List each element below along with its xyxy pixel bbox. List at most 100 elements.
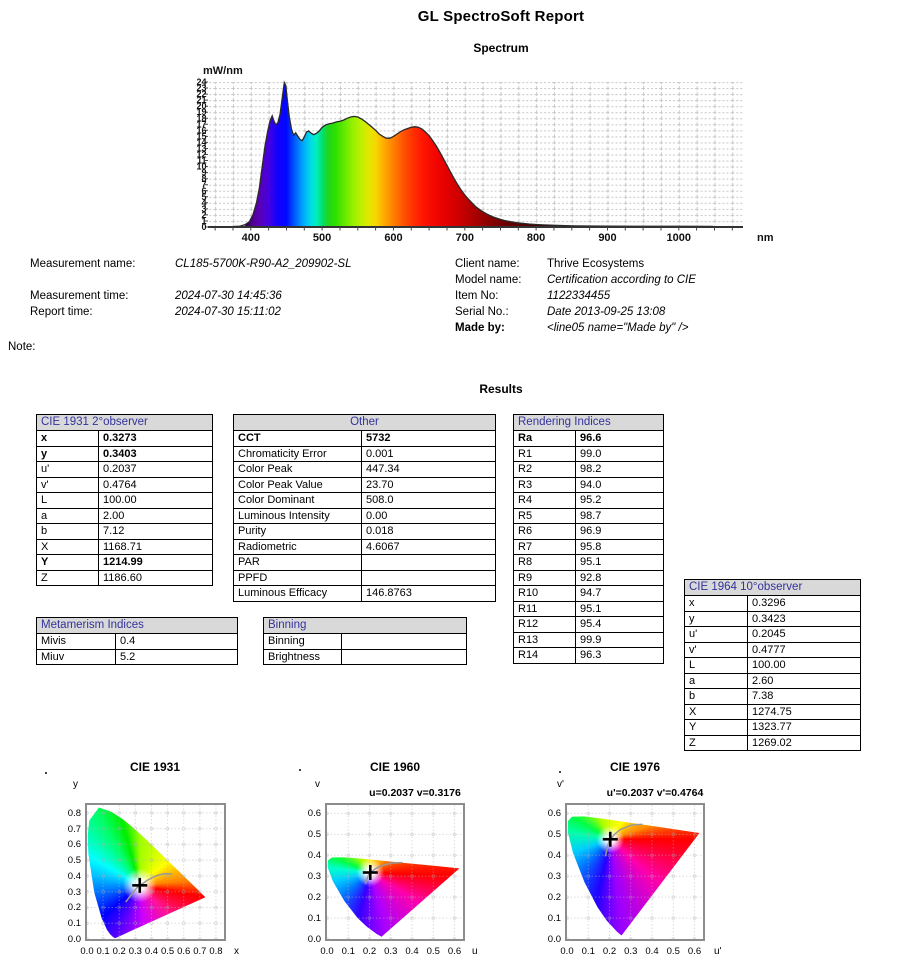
cie1976-grid bbox=[567, 805, 703, 939]
y-tick-label: 0.5 bbox=[307, 829, 321, 841]
x-tick-label: 0.1 bbox=[341, 946, 355, 957]
results-heading-wrap: Results bbox=[96, 380, 906, 398]
x-tick-label: 0.0 bbox=[560, 946, 574, 957]
svg-text:14: 14 bbox=[196, 137, 206, 147]
svg-text:3: 3 bbox=[201, 204, 206, 214]
y-tick-label: 0.1 bbox=[547, 913, 561, 925]
spectrum-heading-wrap: Spectrum bbox=[96, 39, 906, 57]
artifact-dot bbox=[559, 771, 561, 773]
svg-text:400: 400 bbox=[242, 232, 260, 244]
table-row: v' 0.4764 bbox=[36, 476, 213, 493]
table-row: y 0.3423 bbox=[684, 610, 861, 627]
metadata-row: Report time: 2024-07-30 15:11:02 Serial … bbox=[30, 304, 896, 320]
metadata-block: Measurement name: CL185-5700K-R90-A2_209… bbox=[30, 256, 896, 336]
y-tick-label: 0.8 bbox=[67, 807, 81, 819]
spectrum-area-fill bbox=[245, 82, 565, 227]
table-row: R8 95.1 bbox=[513, 554, 664, 571]
table-row: Z 1186.60 bbox=[36, 569, 213, 586]
table-row: R9 92.8 bbox=[513, 569, 664, 586]
table-other: Other CCT 5732 Chromaticity Error 0.001 Color… bbox=[233, 414, 496, 602]
table-row: b 7.38 bbox=[684, 688, 861, 705]
svg-text:20: 20 bbox=[196, 101, 206, 111]
artifact-dot bbox=[45, 772, 47, 774]
y-tick-label: 0.2 bbox=[547, 892, 561, 904]
table-row: Purity 0.018 bbox=[233, 523, 496, 540]
table-row: R13 99.9 bbox=[513, 631, 664, 648]
svg-text:4: 4 bbox=[201, 198, 206, 208]
meta-value: Date 2013-09-25 13:08 bbox=[547, 306, 666, 318]
cie1976-diagram bbox=[565, 803, 705, 941]
meta-label: Model name: bbox=[455, 274, 522, 286]
svg-text:900: 900 bbox=[598, 232, 616, 244]
meta-label: Serial No.: bbox=[455, 306, 509, 318]
svg-text:16: 16 bbox=[196, 125, 206, 135]
meta-label: Made by: bbox=[455, 322, 505, 334]
table-row: Luminous Efficacy 146.8763 bbox=[233, 585, 496, 602]
svg-text:2: 2 bbox=[201, 210, 206, 220]
table-row: X 1168.71 bbox=[36, 538, 213, 555]
svg-text:0: 0 bbox=[201, 222, 206, 232]
svg-text:1: 1 bbox=[201, 216, 206, 226]
table-row: Chromaticity Error 0.001 bbox=[233, 445, 496, 462]
svg-text:500: 500 bbox=[313, 232, 331, 244]
svg-text:10: 10 bbox=[196, 162, 206, 172]
y-tick-label: 0.0 bbox=[307, 934, 321, 945]
table-row: Miuv 5.2 bbox=[36, 648, 238, 665]
y-tick-label: 0.5 bbox=[547, 829, 561, 841]
svg-text:7: 7 bbox=[201, 180, 206, 190]
table-row: Color Peak 447.34 bbox=[233, 461, 496, 478]
x-tick-label: 0.8 bbox=[209, 946, 223, 957]
table-header: CIE 1931 2°observer bbox=[36, 414, 213, 431]
meta-label: Report time: bbox=[30, 306, 93, 318]
cie1931-x-axis-label: x bbox=[234, 946, 239, 957]
table-row: Y 1214.99 bbox=[36, 554, 213, 571]
table-row: v' 0.4777 bbox=[684, 641, 861, 658]
svg-text:21: 21 bbox=[196, 95, 206, 105]
table-row: CCT 5732 bbox=[233, 430, 496, 447]
measured-point-marker bbox=[362, 865, 378, 881]
y-tick-label: 0.2 bbox=[67, 902, 81, 914]
table-row: L 100.00 bbox=[36, 492, 213, 509]
table-row: Ra 96.6 bbox=[513, 430, 664, 447]
svg-text:8: 8 bbox=[201, 174, 206, 184]
y-tick-label: 0.6 bbox=[547, 808, 561, 820]
table-row: Z 1269.02 bbox=[684, 734, 861, 751]
table-row: R7 95.8 bbox=[513, 538, 664, 555]
cie1931-y-axis-label: y bbox=[73, 779, 78, 790]
metadata-row: Measurement name: CL185-5700K-R90-A2_209… bbox=[30, 256, 896, 272]
x-tick-label: 0.0 bbox=[320, 946, 334, 957]
table-row: R5 98.7 bbox=[513, 507, 664, 524]
cie1976-x-axis-label: u' bbox=[714, 946, 722, 957]
svg-text:15: 15 bbox=[196, 131, 206, 141]
spectrum-chart: mW/nm 0123456789101112131415161718192021… bbox=[196, 65, 773, 244]
planckian-locus bbox=[604, 823, 643, 857]
measured-point-marker bbox=[132, 877, 148, 893]
measured-point-marker bbox=[602, 831, 618, 847]
spectrum-curve bbox=[215, 80, 714, 228]
table-row: u' 0.2045 bbox=[684, 626, 861, 643]
table-header: Metamerism Indices bbox=[36, 617, 238, 634]
table-cie1931-2deg: CIE 1931 2°observer x 0.3273 y 0.3403 u' 0.203… bbox=[36, 414, 213, 586]
x-tick-label: 0.6 bbox=[687, 946, 702, 957]
table-row: R14 96.3 bbox=[513, 647, 664, 664]
note-label: Note: bbox=[8, 341, 36, 353]
svg-text:13: 13 bbox=[196, 144, 206, 154]
meta-value: CL185-5700K-R90-A2_209902-SL bbox=[175, 258, 352, 270]
y-tick-label: 0.0 bbox=[547, 934, 561, 945]
table-row: Y 1323.77 bbox=[684, 719, 861, 736]
table-cie1964-10deg: CIE 1964 10°observer x 0.3296 y 0.3423 u' 0.20… bbox=[684, 579, 861, 751]
table-header: Rendering Indices bbox=[513, 414, 664, 431]
x-tick-label: 0.3 bbox=[384, 946, 398, 957]
table-header: Other bbox=[233, 414, 496, 431]
cie1960-diagram bbox=[325, 803, 465, 941]
y-tick-label: 0.1 bbox=[67, 918, 81, 930]
y-tick-label: 0.7 bbox=[67, 823, 81, 835]
cie1931-diagram bbox=[85, 803, 226, 941]
svg-text:11: 11 bbox=[197, 156, 207, 166]
svg-text:22: 22 bbox=[196, 89, 206, 99]
x-tick-label: 0.2 bbox=[362, 946, 377, 957]
x-tick-label: 0.1 bbox=[581, 946, 595, 957]
cie1960-y-axis-label: v bbox=[315, 779, 320, 790]
meta-value: 2024-07-30 15:11:02 bbox=[175, 306, 281, 318]
